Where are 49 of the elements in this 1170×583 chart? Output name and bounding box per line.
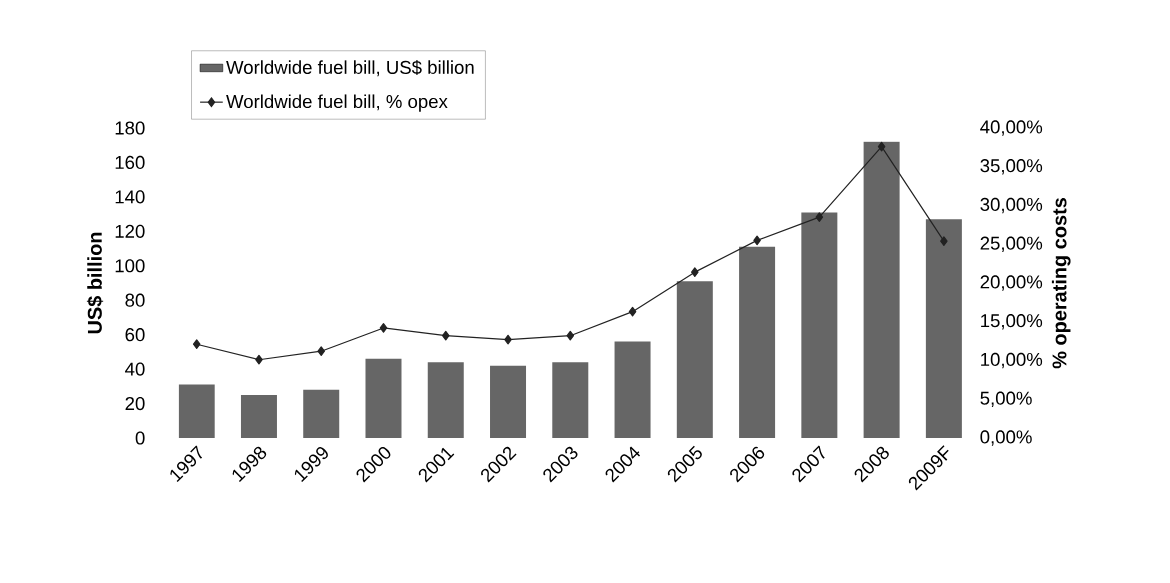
y2-tick-label: 5,00%: [980, 391, 1032, 407]
y2-tick-label: 40,00%: [980, 120, 1043, 136]
bar: [552, 362, 589, 438]
legend-label: Worldwide fuel bill, % opex: [226, 94, 448, 112]
y2-tick-label: 10,00%: [981, 352, 1043, 369]
point: [379, 323, 388, 333]
bar: [863, 141, 900, 438]
point: [628, 306, 637, 317]
bar: [303, 389, 340, 438]
y-tick-label: 180: [115, 121, 145, 135]
y-tick-label: 0: [135, 431, 145, 445]
y2-tick-label: 20,00%: [980, 275, 1043, 291]
y2-tick-label: 0,00%: [980, 430, 1032, 446]
bar: [801, 212, 838, 438]
point: [940, 236, 948, 246]
y2-tick-label: 30,00%: [980, 197, 1043, 214]
y-tick-label: 60: [125, 328, 145, 342]
bar: [676, 281, 713, 438]
point: [504, 334, 512, 345]
point: [255, 354, 263, 365]
y2-tick-label: 35,00%: [980, 159, 1043, 175]
point: [753, 235, 761, 246]
bar: [365, 358, 402, 438]
y-tick-label: 140: [115, 190, 145, 204]
point: [877, 141, 886, 152]
point: [441, 330, 450, 341]
y-tick-label: 100: [115, 259, 145, 273]
point: [566, 330, 575, 341]
point: [317, 346, 326, 357]
bar: [925, 219, 962, 438]
y-tick-label: 120: [115, 224, 145, 238]
y-tick-label: 80: [125, 293, 145, 307]
bar: [427, 362, 464, 438]
point: [192, 339, 201, 350]
bar: [178, 384, 215, 438]
legend-label: Worldwide fuel bill, US$ billion: [226, 60, 474, 77]
y2-axis-title: % operating costs: [1051, 198, 1071, 369]
point: [815, 212, 824, 222]
bar: [739, 246, 776, 438]
point: [691, 267, 699, 277]
bar: [614, 341, 651, 438]
bar: [490, 365, 527, 438]
y-tick-label: 160: [115, 155, 145, 170]
y-tick-label: 20: [125, 396, 145, 411]
bar: [240, 394, 277, 438]
y2-tick-label: 15,00%: [981, 314, 1043, 330]
y-tick-label: 40: [125, 362, 145, 376]
y2-tick-label: 25,00%: [980, 236, 1043, 252]
y-axis-title: US$ billion: [86, 232, 104, 334]
